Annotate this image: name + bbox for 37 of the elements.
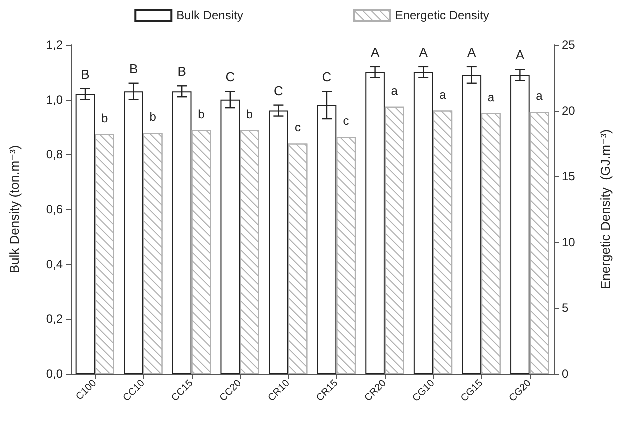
- y2-tick-label: 15: [562, 170, 576, 184]
- y2-tick-label: 25: [562, 38, 576, 52]
- data-label: C: [322, 70, 332, 85]
- data-label: a: [536, 89, 544, 104]
- y2-tick-label: 20: [562, 104, 576, 118]
- data-label: c: [343, 114, 350, 128]
- data-label: A: [516, 48, 525, 63]
- y-tick-label: 0,8: [46, 148, 64, 162]
- y2-tick-label: 0: [562, 367, 569, 381]
- data-label: b: [101, 111, 108, 126]
- legend-label: Bulk Density: [176, 8, 244, 22]
- data-label: a: [391, 84, 398, 98]
- y-axis-title: Bulk Density (ton.m⁻³): [7, 145, 22, 274]
- data-label: b: [246, 108, 254, 122]
- data-label: a: [488, 90, 495, 104]
- y-tick-label: 0,0: [46, 367, 64, 381]
- y-tick-label: 1,2: [46, 38, 64, 52]
- data-label: B: [178, 64, 186, 80]
- y-tick-label: 0,6: [46, 202, 64, 216]
- data-label: a: [440, 88, 447, 102]
- data-label: A: [419, 44, 428, 60]
- y-tick-label: 0,4: [46, 257, 64, 272]
- data-label: C: [274, 83, 284, 98]
- y2-tick-label: 5: [562, 301, 569, 316]
- data-label: C: [226, 70, 236, 85]
- data-label: c: [295, 120, 302, 135]
- data-label: b: [150, 110, 157, 124]
- y-tick-label: 1,0: [46, 92, 64, 107]
- legend-label: Energetic Density: [395, 8, 490, 22]
- data-label: B: [129, 61, 138, 76]
- data-label: A: [468, 44, 477, 60]
- y2-tick-label: 10: [562, 235, 576, 250]
- y2-axis-title: Energetic Density (GJ.m⁻³): [598, 129, 613, 290]
- data-label: b: [198, 108, 206, 122]
- data-label: B: [81, 66, 90, 82]
- y-tick-label: 0,2: [46, 312, 64, 326]
- data-label: A: [370, 44, 380, 60]
